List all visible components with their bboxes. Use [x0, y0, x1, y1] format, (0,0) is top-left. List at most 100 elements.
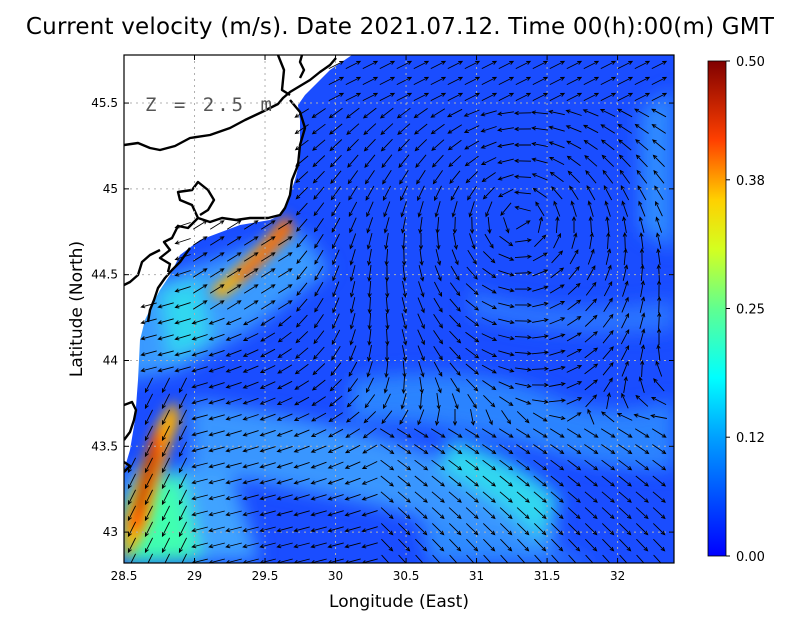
velocity-arrow	[583, 76, 600, 86]
velocity-arrow	[600, 124, 616, 134]
velocity-arrow	[482, 251, 496, 264]
velocity-arrow	[481, 428, 497, 438]
velocity-arrow	[347, 378, 359, 393]
velocity-arrow	[140, 366, 157, 373]
velocity-arrow	[397, 444, 412, 455]
velocity-arrow	[192, 284, 208, 294]
velocity-arrow	[296, 250, 308, 265]
velocity-arrow	[327, 526, 344, 533]
velocity-arrow	[382, 185, 392, 202]
velocity-arrow	[174, 238, 191, 245]
velocity-arrow	[295, 171, 309, 184]
velocity-arrow	[208, 542, 225, 549]
velocity-arrow	[600, 139, 615, 151]
velocity-arrow	[566, 76, 583, 86]
velocity-arrow	[332, 281, 340, 298]
velocity-arrow	[225, 365, 242, 373]
velocity-arrow	[161, 521, 171, 538]
velocity-arrow	[432, 538, 445, 552]
velocity-arrow	[638, 376, 645, 393]
colorbar	[707, 60, 727, 557]
velocity-arrow	[585, 281, 597, 296]
velocity-arrow	[313, 330, 325, 345]
velocity-arrow	[603, 377, 613, 393]
velocity-arrow	[161, 473, 171, 490]
velocity-arrow	[192, 220, 208, 230]
velocity-arrow	[381, 154, 393, 169]
velocity-arrow	[208, 414, 225, 421]
velocity-arrow	[431, 444, 446, 455]
velocity-arrow	[433, 346, 443, 361]
velocity-arrow	[431, 491, 445, 503]
x-tick-label: 30	[328, 569, 343, 583]
velocity-arrow	[434, 201, 441, 218]
velocity-arrow	[465, 475, 480, 487]
velocity-arrow	[602, 329, 614, 344]
velocity-arrow	[328, 412, 343, 422]
velocity-arrow	[380, 507, 394, 520]
velocity-arrow	[385, 296, 390, 315]
velocity-arrow	[464, 140, 480, 150]
velocity-arrow	[208, 349, 225, 357]
velocity-arrow	[311, 379, 326, 391]
velocity-arrow	[310, 542, 327, 549]
velocity-arrow	[259, 558, 276, 563]
velocity-arrow	[603, 184, 613, 201]
velocity-arrow	[242, 414, 259, 421]
velocity-arrow	[243, 268, 259, 278]
velocity-arrow	[349, 345, 357, 362]
velocity-arrow	[225, 478, 242, 485]
velocity-arrow	[401, 329, 408, 346]
velocity-arrow	[433, 361, 443, 377]
velocity-arrow	[178, 489, 188, 506]
velocity-arrow	[178, 425, 188, 442]
velocity-arrow	[583, 139, 598, 150]
velocity-arrow	[463, 109, 480, 117]
velocity-arrow	[314, 233, 324, 249]
velocity-arrow	[310, 510, 327, 517]
velocity-arrow	[294, 108, 310, 118]
velocity-arrow	[174, 286, 191, 293]
velocity-arrow	[465, 315, 480, 327]
velocity-arrow	[144, 377, 154, 394]
velocity-arrow	[380, 444, 395, 455]
velocity-arrow	[452, 409, 458, 427]
velocity-arrow	[618, 444, 633, 455]
velocity-arrow	[345, 76, 362, 86]
velocity-arrow	[431, 459, 446, 471]
velocity-arrow	[242, 333, 259, 341]
velocity-arrow	[514, 318, 533, 324]
velocity-arrow	[516, 507, 530, 520]
velocity-arrow	[465, 283, 479, 296]
velocity-arrow	[534, 234, 547, 248]
velocity-arrow	[616, 413, 633, 421]
velocity-arrow	[174, 334, 191, 341]
velocity-arrow	[585, 538, 598, 552]
velocity-arrow	[384, 360, 389, 379]
velocity-arrow	[174, 302, 191, 309]
velocity-arrow	[651, 124, 666, 134]
velocity-arrow	[416, 170, 426, 185]
velocity-arrow	[513, 174, 532, 179]
velocity-arrow	[650, 414, 667, 419]
velocity-arrow	[178, 505, 188, 522]
velocity-arrow	[468, 201, 475, 218]
velocity-arrow	[382, 170, 392, 185]
y-axis-label: Latitude (North)	[67, 241, 87, 377]
velocity-arrow	[565, 125, 582, 133]
velocity-arrow	[348, 361, 358, 377]
velocity-arrow	[259, 510, 276, 517]
velocity-arrow	[550, 444, 565, 455]
velocity-arrow	[498, 428, 514, 438]
velocity-arrow	[380, 123, 394, 136]
velocity-arrow	[345, 411, 360, 423]
y-tick-label: 45.5	[91, 96, 118, 110]
velocity-arrow	[401, 297, 408, 314]
velocity-arrow	[242, 558, 259, 563]
velocity-arrow	[449, 298, 461, 312]
velocity-arrow	[328, 395, 343, 407]
velocity-arrow	[327, 477, 344, 485]
velocity-arrow	[481, 349, 498, 357]
velocity-arrow	[295, 331, 309, 344]
velocity-arrow	[310, 494, 327, 501]
